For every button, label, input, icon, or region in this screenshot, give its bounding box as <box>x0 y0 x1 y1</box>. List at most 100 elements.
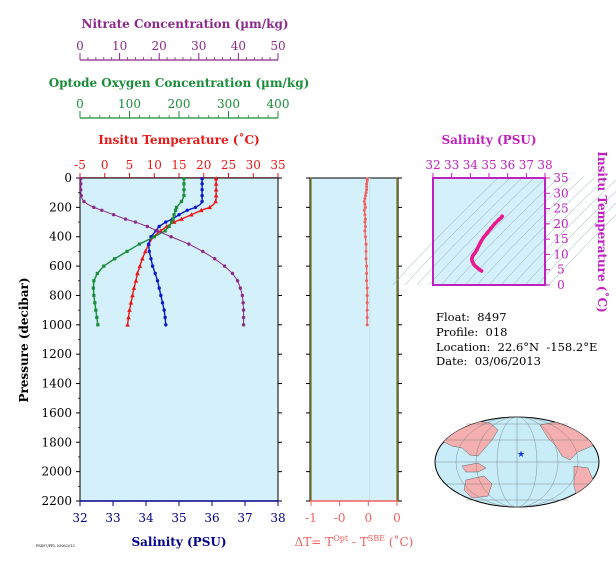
oxygen-point <box>172 213 176 217</box>
pressure-tick-label: 600 <box>49 259 72 273</box>
temperature-point <box>143 248 148 254</box>
ts-temperature-tick-label: 20 <box>553 217 568 231</box>
oxygen-point <box>152 235 156 239</box>
oxygen-point <box>94 308 98 312</box>
dt-point <box>365 179 369 183</box>
ts-isopycnal-line <box>428 177 535 286</box>
nitrate-point <box>92 205 96 210</box>
nitrate-point <box>169 235 173 239</box>
land-indonesia <box>461 462 487 473</box>
temperature-point <box>207 204 212 210</box>
dt-plot-area <box>309 177 399 502</box>
dt-point <box>365 323 369 327</box>
nitrate-axis-label: Nitrate Concentration (µm/kg) <box>81 17 288 31</box>
oxygen-point <box>102 264 106 268</box>
nitrate-point <box>79 188 83 192</box>
ts-isopycnal-line <box>440 177 547 286</box>
temperature-point <box>198 207 204 213</box>
oxygen-point <box>96 323 100 327</box>
salinity-point <box>146 242 151 246</box>
dt-label-sup1: Opt <box>333 534 349 543</box>
temperature-point <box>140 256 145 261</box>
temperature-point <box>189 212 194 217</box>
oxygen-point <box>167 224 171 229</box>
ts-point <box>475 248 479 252</box>
ts-isopycnal-line <box>500 177 607 286</box>
salinity-point <box>164 220 168 224</box>
dt-point <box>365 293 369 297</box>
nitrate-point <box>241 301 245 305</box>
ts-isopycnals <box>392 177 616 286</box>
ts-point <box>476 244 481 248</box>
temperature-tick-label: -5 <box>74 158 86 172</box>
ts-point <box>499 215 503 220</box>
ts-point <box>481 235 486 240</box>
profile-date: Date: 03/06/2013 <box>436 354 541 368</box>
temperature-tick-label: 0 <box>101 158 109 172</box>
oxygen-point <box>179 199 184 204</box>
ts-title: Salinity (PSU) <box>441 133 536 147</box>
nitrate-tick-label: 10 <box>112 39 127 53</box>
ts-point <box>485 231 489 235</box>
nitrate-axis: 0 10 20 30 40 50 <box>76 39 286 61</box>
pressure-tick-label: 800 <box>49 288 72 302</box>
salinity-point <box>157 286 161 290</box>
dt-point <box>363 229 367 233</box>
temperature-tick-label: 5 <box>126 158 134 172</box>
dt-point <box>364 257 368 261</box>
footnote: F8497/PFL 03062013 <box>36 544 75 548</box>
salinity-point <box>177 213 181 217</box>
temperature-point <box>130 292 135 298</box>
ts-isopycnal-line <box>392 177 499 286</box>
nitrate-point <box>79 193 83 198</box>
dt-point <box>365 308 369 312</box>
world-map: ★ <box>434 416 600 508</box>
salinity-point <box>162 308 166 312</box>
dt-point <box>363 235 367 239</box>
ts-isopycnal-line <box>464 177 571 286</box>
nitrate-point <box>100 208 104 212</box>
dt-point <box>363 202 367 206</box>
salinity-tick-label: 38 <box>270 511 285 525</box>
oxygen-tick-label: 200 <box>168 97 191 111</box>
dt-point <box>364 249 368 253</box>
temperature-point <box>133 278 139 283</box>
dt-label-mid: - T <box>348 535 368 549</box>
nitrate-tick-label: 50 <box>270 39 285 53</box>
dt-point <box>364 191 368 195</box>
ts-series-group <box>470 214 504 273</box>
ts-salinity-tick-label: 32 <box>425 158 440 172</box>
oxygen-point <box>92 279 96 283</box>
temperature-point <box>127 307 132 312</box>
temperature-point <box>179 216 184 221</box>
ts-salinity-tick-label: 38 <box>537 158 552 172</box>
dt-point <box>365 271 369 275</box>
dt-series-group <box>362 177 369 327</box>
ts-isopycnal-line <box>512 179 616 286</box>
dt-tick-label: 0 <box>393 511 401 525</box>
nitrate-point <box>238 286 243 290</box>
dt-point <box>365 188 369 192</box>
nitrate-point <box>212 257 217 261</box>
oxygen-point <box>163 229 167 233</box>
dt-point <box>363 194 367 198</box>
ts-temperature-tick-label: 5 <box>557 263 565 277</box>
nitrate-point <box>230 271 235 276</box>
oxygen-point <box>91 286 95 290</box>
nitrate-tick-label: 20 <box>152 39 167 53</box>
ts-ylabel: Insitu Temperature (˚C) <box>595 151 610 312</box>
temperature-axis-label: Insitu Temperature (˚C) <box>98 132 259 147</box>
dt-point <box>363 213 367 217</box>
salinity-tick-label: 33 <box>105 511 120 525</box>
ts-temperature-tick-label: 30 <box>553 186 568 200</box>
ts-temperature-tick-label: 0 <box>557 278 565 292</box>
dt-label-main: ΔT= T <box>295 535 334 549</box>
dt-axis-label: ΔT= TOpt - TSBE (˚C) <box>295 534 414 549</box>
temperature-point <box>125 322 130 327</box>
temperature-point <box>131 285 137 290</box>
oxygen-point <box>113 257 117 261</box>
salinity-axis-label: Salinity (PSU) <box>131 535 226 549</box>
pressure-tick-label: 2200 <box>41 494 72 508</box>
nitrate-point <box>145 224 150 229</box>
